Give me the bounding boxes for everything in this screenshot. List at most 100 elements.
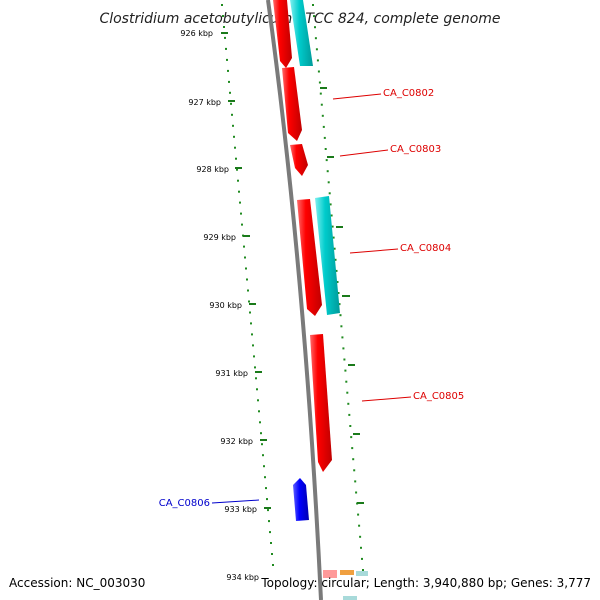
ruler-dot xyxy=(261,443,263,446)
ruler-tick-label: 931 kbp xyxy=(215,369,248,378)
gene-arrow-top[interactable] xyxy=(273,0,292,68)
gene-label-ca-c0804[interactable]: CA_C0804 xyxy=(400,243,451,254)
feature-dot xyxy=(361,557,363,560)
gene-arrow-ca-c0802[interactable] xyxy=(282,67,302,141)
ruler-dot xyxy=(264,476,266,479)
feature-block[interactable] xyxy=(340,570,354,575)
feature-dot xyxy=(344,369,347,372)
ruler-dot xyxy=(223,26,225,28)
ruler-dot xyxy=(270,542,272,544)
gene-arrow-ca-c0804[interactable] xyxy=(297,199,322,316)
ruler-tick-label: 927 kbp xyxy=(188,98,221,107)
ruler-dot xyxy=(248,300,250,303)
gene-arrow-ca-c0803[interactable] xyxy=(290,144,308,176)
ruler-dot xyxy=(267,509,269,512)
feature-dot xyxy=(322,125,325,128)
ruler-tick-label: 934 kbp xyxy=(226,573,259,582)
feature-dot xyxy=(341,336,344,339)
ruler-dot xyxy=(234,146,236,149)
ruler-dot xyxy=(230,102,232,105)
genome-backbone xyxy=(266,0,323,600)
feature-dot xyxy=(353,469,356,472)
ruler-dot xyxy=(222,15,224,17)
ruler-tick-label: 928 kbp xyxy=(196,165,229,174)
ruler-dot xyxy=(225,47,227,50)
forward-genes xyxy=(273,0,332,472)
ruler-dot xyxy=(265,487,267,490)
bottom-features xyxy=(323,570,368,600)
ruler-dot xyxy=(238,190,240,193)
feature-dot xyxy=(334,258,337,261)
ruler-dot xyxy=(262,454,264,457)
feature-dot xyxy=(350,436,353,439)
ruler-dot xyxy=(271,553,273,555)
feature-block[interactable] xyxy=(356,571,368,576)
feature-markers xyxy=(320,87,364,504)
leader-line xyxy=(349,248,399,254)
feature-block[interactable] xyxy=(323,570,337,578)
ruler-dot xyxy=(240,212,242,215)
ruler-dot xyxy=(232,124,234,127)
feature-dot xyxy=(318,81,321,84)
feature-dot xyxy=(352,458,355,461)
ruler-dot xyxy=(239,201,241,204)
ruler-dotted-line xyxy=(221,4,274,566)
feature-dot xyxy=(340,325,343,328)
gene-arrow-ca-c0806[interactable] xyxy=(293,478,309,521)
feature-dot xyxy=(359,535,362,538)
ruler-dot xyxy=(266,498,268,501)
leader-line xyxy=(211,499,260,504)
gene-arrow-ca-c0805[interactable] xyxy=(310,334,332,472)
ruler-dot xyxy=(245,267,247,270)
feature-dot xyxy=(330,214,333,217)
ruler-dot xyxy=(243,245,245,248)
feature-dot xyxy=(328,192,331,195)
ruler-tick-label: 926 kbp xyxy=(180,29,213,38)
ruler-dot xyxy=(246,278,248,281)
feature-dot xyxy=(317,70,320,73)
ruler-tick-label: 930 kbp xyxy=(209,301,242,310)
feature-dot xyxy=(338,303,341,306)
ruler-dot xyxy=(268,520,270,523)
feature-dot xyxy=(354,480,357,483)
ruler-tick-label: 932 kbp xyxy=(220,437,253,446)
ruler-dot xyxy=(253,355,255,358)
gene-label-ca-c0803[interactable]: CA_C0803 xyxy=(390,144,441,155)
feature-dot xyxy=(326,170,329,173)
feature-block[interactable] xyxy=(343,596,357,600)
feature-dot xyxy=(339,314,342,317)
feature-dot xyxy=(314,37,317,40)
ruler-dot xyxy=(226,58,228,61)
ruler-dot xyxy=(256,388,258,391)
feature-dot xyxy=(355,491,358,494)
feature-dot xyxy=(324,148,327,150)
ruler-dot xyxy=(228,80,230,83)
ruler-dot xyxy=(250,322,252,325)
ruler-dot xyxy=(224,36,226,39)
feature-dot xyxy=(336,281,339,283)
feature-dot xyxy=(320,103,323,106)
ruler-dot xyxy=(269,531,271,534)
feature-dot xyxy=(342,347,345,350)
feature-dot xyxy=(319,92,322,95)
feature-dot xyxy=(362,569,364,571)
ruler-dot xyxy=(257,399,259,402)
gene-label-ca-c0805[interactable]: CA_C0805 xyxy=(413,391,464,402)
ruler-dot xyxy=(258,410,260,413)
feature-dot xyxy=(314,26,316,29)
gene-label-ca-c0802[interactable]: CA_C0802 xyxy=(383,88,434,99)
ruler-tick-label: 933 kbp xyxy=(224,505,257,514)
feature-dot xyxy=(357,513,360,516)
feature-dot xyxy=(325,159,328,162)
feature-dot xyxy=(333,247,336,250)
ruler-dot xyxy=(272,564,274,566)
gene-label-ca-c0806[interactable]: CA_C0806 xyxy=(159,498,210,509)
feature-dot xyxy=(335,269,338,272)
feature-dot xyxy=(349,425,352,427)
feature-dot xyxy=(312,4,314,6)
ruler-dot xyxy=(252,344,254,347)
cds-feature[interactable] xyxy=(315,196,340,315)
cds-feature[interactable] xyxy=(290,0,313,66)
